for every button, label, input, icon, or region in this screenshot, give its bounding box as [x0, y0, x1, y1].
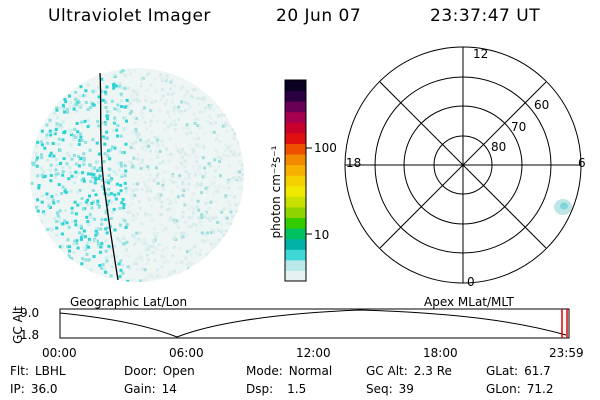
color-bar-unit-label: photon cm⁻²s⁻¹ — [269, 145, 283, 239]
timeline-xtick-0000: 00:00 — [42, 346, 77, 360]
status-filter: Flt: LBHL — [10, 364, 66, 378]
status-glat: GLat: 61.7 — [486, 364, 551, 378]
timeline-xtick-1200: 12:00 — [296, 346, 331, 360]
geographic-disk — [30, 68, 244, 282]
status-dsp: Dsp: 1.5 — [246, 382, 307, 396]
time-label: 23:37:47 UT — [430, 6, 541, 26]
color-bar-tick-label-10: 10 — [314, 228, 330, 242]
lat-label-80: 80 — [491, 140, 507, 154]
instrument-title: Ultraviolet Imager — [48, 6, 211, 26]
status-ip: IP: 36.0 — [10, 382, 58, 396]
terminator-line — [99, 72, 119, 281]
right-panel-label: Apex MLat/MLT — [424, 295, 514, 309]
status-seq: Seq: 39 — [366, 382, 414, 396]
status-mode: Mode: Normal — [246, 364, 333, 378]
status-glon: GLon: 71.2 — [486, 382, 554, 396]
timeline-ytick-9: 9.0 — [20, 306, 40, 320]
status-gain: Gain: 14 — [124, 382, 177, 396]
mlt-label-6: 6 — [578, 156, 586, 170]
color-bar-tick-label-100: 100 — [314, 141, 337, 155]
lat-label-60: 60 — [534, 98, 550, 112]
timeline-xtick-0600: 06:00 — [169, 346, 204, 360]
timeline-xtick-2359: 23:59 — [549, 346, 584, 360]
emission-speckle — [30, 68, 244, 282]
timeline-ytick-1-8: 1.8 — [20, 328, 40, 342]
left-panel-label: Geographic Lat/Lon — [70, 295, 188, 309]
status-door: Door: Open — [124, 364, 195, 378]
lat-label-70: 70 — [511, 120, 527, 134]
mlt-label-0: 0 — [467, 275, 475, 289]
timeline-xtick-1800: 18:00 — [423, 346, 458, 360]
mlt-label-18: 18 — [346, 156, 362, 170]
mlt-label-12: 12 — [473, 47, 489, 61]
date-label: 20 Jun 07 — [276, 6, 362, 26]
status-gc-alt: GC Alt: 2.3 Re — [366, 364, 452, 378]
